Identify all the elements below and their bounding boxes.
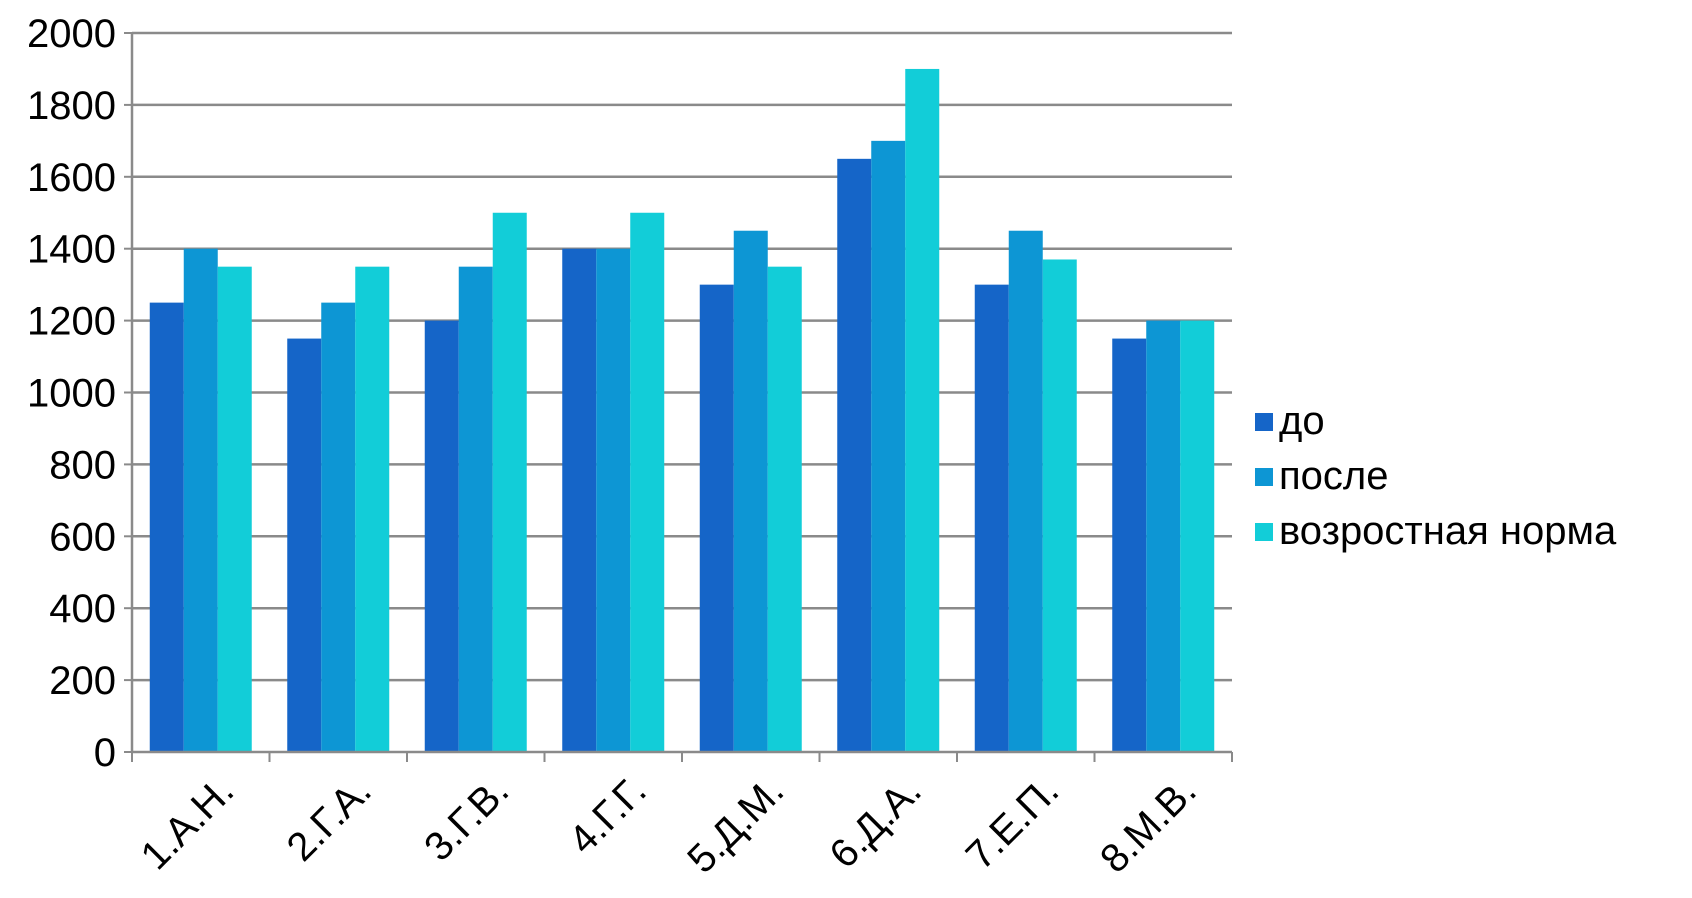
bar-5-2: [733, 230, 768, 753]
bar-3-1: [424, 320, 459, 752]
y-tick-label: 400: [49, 587, 116, 631]
bar-1-2: [183, 248, 218, 752]
legend-item-do: до: [1255, 394, 1616, 449]
bars: [149, 68, 1215, 753]
bar-7-2: [1008, 230, 1043, 753]
bar-6-2: [871, 140, 906, 753]
bar-8-1: [1112, 338, 1147, 752]
bar-5-1: [699, 284, 734, 752]
bar-3-2: [458, 266, 493, 752]
x-tick-label: 7.Е.П.: [958, 768, 1068, 878]
x-tick-label: 2.Г.А.: [279, 768, 380, 869]
y-tick-label: 1800: [27, 84, 116, 128]
axes: [124, 32, 1233, 762]
bar-3-3: [492, 212, 527, 752]
bar-7-1: [974, 284, 1009, 752]
bar-7-3: [1042, 259, 1077, 752]
legend-label-posle: после: [1279, 454, 1389, 498]
x-tick-label: 6.Д.А.: [821, 768, 929, 876]
y-tick-label: 1400: [27, 228, 116, 272]
y-tick-label: 2000: [27, 12, 116, 56]
legend-item-posle: после: [1255, 449, 1616, 504]
legend-label-norma: возростная норма: [1279, 509, 1617, 553]
y-tick-label: 800: [49, 443, 116, 487]
x-tick-labels: 1.А.Н. 2.Г.А. 3.Г.В. 4.Г.Г. 5.Д.М. 6.Д.А. 7.Е.…: [133, 768, 1205, 881]
bar-4-3: [630, 212, 665, 752]
y-tick-label: 200: [49, 659, 116, 703]
bar-4-1: [562, 248, 597, 752]
bar-5-3: [767, 266, 802, 752]
y-tick-label: 1600: [27, 156, 116, 200]
legend-swatch-norma: [1255, 522, 1273, 541]
y-tick-labels: 0 200 400 600 800 1000 1200 1400 1600 1800 2000: [27, 12, 116, 775]
bar-1-1: [149, 302, 184, 752]
legend: до после возростная норма: [1255, 394, 1616, 559]
x-tick-label: 5.Д.М.: [679, 768, 792, 881]
legend-swatch-posle: [1255, 467, 1273, 486]
x-tick-label: 8.М.В.: [1092, 768, 1205, 881]
legend-item-norma: возростная норма: [1255, 504, 1616, 559]
x-tick-label: 4.Г.Г.: [561, 768, 655, 862]
y-tick-label: 1000: [27, 372, 116, 416]
y-tick-label: 1200: [27, 300, 116, 344]
bar-8-2: [1146, 320, 1181, 752]
bar-8-3: [1180, 320, 1215, 752]
x-tick-label: 3.Г.В.: [416, 768, 517, 869]
y-tick-label: 600: [49, 515, 116, 559]
bar-4-2: [596, 248, 631, 752]
bar-6-1: [837, 158, 872, 752]
y-tick-label: 0: [94, 731, 116, 775]
legend-label-do: до: [1279, 399, 1325, 443]
bar-1-3: [217, 266, 252, 752]
bar-6-3: [905, 68, 940, 752]
legend-swatch-do: [1255, 412, 1273, 431]
bar-2-1: [287, 338, 322, 752]
x-tick-label: 1.А.Н.: [133, 768, 243, 878]
bar-2-2: [321, 302, 356, 752]
bar-2-3: [355, 266, 390, 752]
